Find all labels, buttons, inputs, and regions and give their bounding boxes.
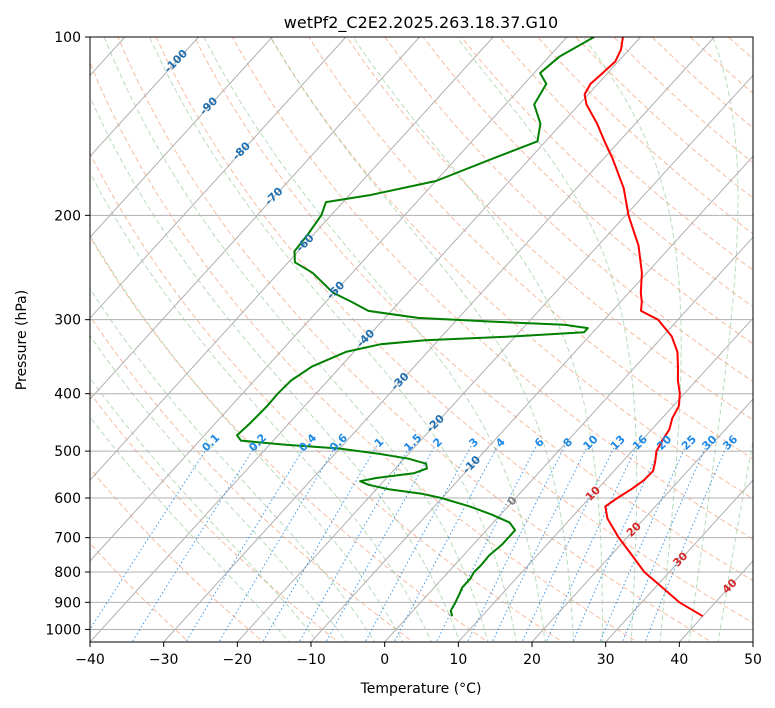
dry-adiabat [90, 61, 638, 642]
x-tick-label: 40 [670, 652, 688, 668]
x-tick-label: 50 [744, 652, 762, 668]
isotherm [384, 236, 753, 642]
dry-adiabat [193, 37, 753, 582]
y-tick-label: 500 [54, 444, 81, 460]
mixing-ratio-line [262, 445, 378, 642]
mixing-ratio-line [90, 445, 210, 631]
y-tick-label: 800 [54, 565, 81, 581]
isotherm [90, 37, 199, 158]
moist-adiabat [90, 95, 461, 642]
isotherm [90, 37, 347, 319]
mixing-ratio-line [185, 445, 306, 642]
y-tick-label: 1000 [45, 622, 81, 638]
isotherm [90, 37, 494, 481]
mixing-ratio-line [131, 445, 256, 642]
mixing-ratio-line [644, 445, 728, 642]
isotherm [90, 37, 641, 642]
y-tick-label: 200 [54, 208, 81, 224]
y-axis-label: Pressure (hPa) [14, 290, 30, 390]
mixing-ratio-line [298, 445, 411, 642]
mixing-ratio-line [545, 445, 638, 642]
moist-adiabat [90, 377, 319, 642]
isotherm [531, 398, 753, 642]
dry-adiabat [231, 37, 753, 540]
dry-adiabat [270, 37, 753, 500]
mixing-ratio-line [521, 445, 616, 642]
y-tick-label: 300 [54, 313, 81, 329]
mixing-ratio-line [491, 445, 589, 642]
x-tick-label: 10 [449, 652, 467, 668]
dewpoint-line [236, 37, 595, 617]
isotherm [90, 37, 420, 400]
isotherm [605, 479, 753, 642]
dry-adiabat [346, 37, 753, 421]
isotherm [310, 155, 753, 642]
x-tick-label: 20 [523, 652, 541, 668]
x-tick-label: 0 [380, 652, 389, 668]
temperature-line [583, 37, 704, 618]
moist-adiabat [90, 171, 432, 642]
plot-frame [89, 36, 754, 643]
x-tick-label: 30 [597, 652, 615, 668]
x-axis-label: Temperature (°C) [360, 681, 482, 697]
y-tick-label: 100 [54, 30, 81, 46]
chart-title: wetPf2_C2E2.2025.263.18.37.G10 [284, 13, 558, 33]
y-tick-label: 400 [54, 387, 81, 403]
x-tick-label: −20 [223, 652, 253, 668]
y-tick-label: 600 [54, 491, 81, 507]
y-tick-label: 700 [54, 531, 81, 547]
isotherm [90, 37, 568, 562]
x-tick-label: −30 [149, 652, 179, 668]
isotherm [752, 641, 753, 642]
dry-adiabat [460, 37, 753, 308]
x-tick-label: −40 [75, 652, 105, 668]
mixing-ratio-line [218, 445, 337, 642]
isotherm [457, 317, 753, 642]
y-tick-label: 900 [54, 595, 81, 611]
x-tick-label: −10 [296, 652, 326, 668]
isotherm [90, 37, 273, 238]
mixing-ratio-line [393, 445, 499, 642]
isotherm [236, 74, 753, 642]
